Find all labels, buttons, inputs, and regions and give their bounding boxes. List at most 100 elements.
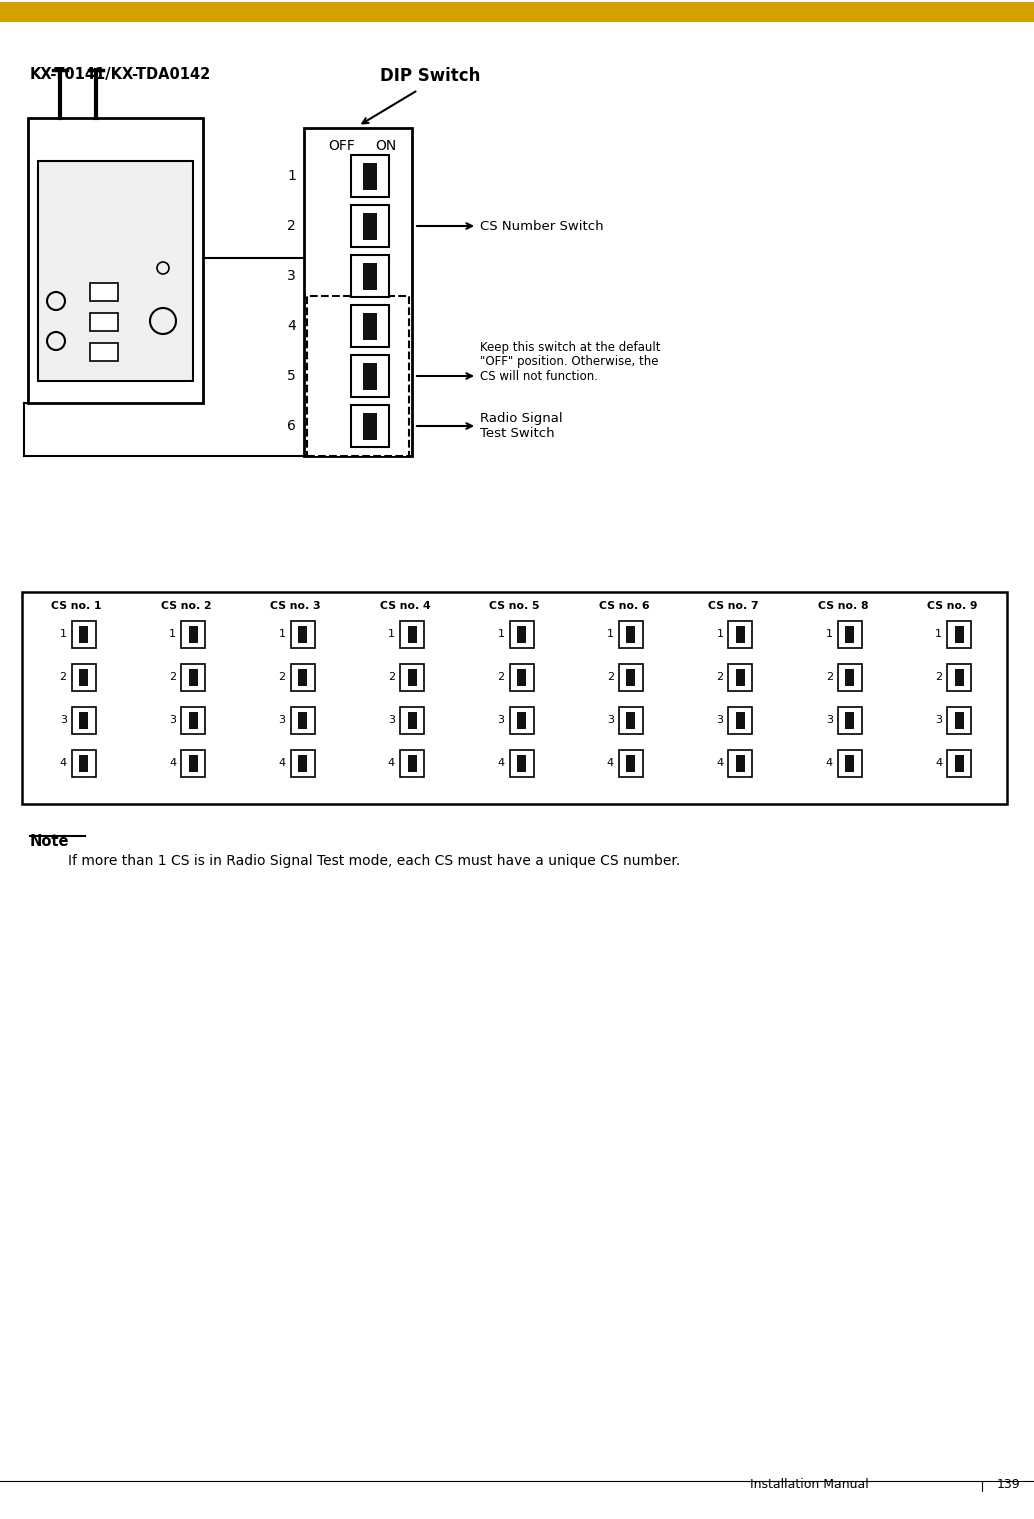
Text: CS no. 2: CS no. 2 <box>161 602 212 611</box>
Bar <box>28 118 203 403</box>
Bar <box>363 413 377 439</box>
Text: KX-T0141/KX-TDA0142: KX-T0141/KX-TDA0142 <box>30 67 211 82</box>
Bar <box>619 620 643 647</box>
Bar <box>728 620 753 647</box>
Bar <box>307 296 409 456</box>
Bar <box>838 664 861 691</box>
Bar <box>291 706 314 734</box>
Bar <box>181 664 205 691</box>
Text: CS no. 1: CS no. 1 <box>52 602 102 611</box>
Bar <box>517 626 526 643</box>
Text: 3: 3 <box>60 715 67 725</box>
Bar <box>181 706 205 734</box>
Text: 3: 3 <box>717 715 724 725</box>
Bar <box>188 668 197 685</box>
Bar <box>517 755 526 772</box>
Bar <box>291 749 314 776</box>
Bar <box>363 163 377 190</box>
Bar <box>838 706 861 734</box>
Bar <box>181 620 205 647</box>
Text: 2: 2 <box>169 671 176 682</box>
Text: 3: 3 <box>170 715 176 725</box>
Bar <box>407 711 417 729</box>
Bar <box>298 711 307 729</box>
Bar <box>947 664 971 691</box>
Text: 2: 2 <box>388 671 395 682</box>
Text: 2: 2 <box>607 671 614 682</box>
Text: 4: 4 <box>388 758 395 769</box>
Bar <box>407 668 417 685</box>
Bar <box>736 668 744 685</box>
Bar <box>407 626 417 643</box>
Text: 3: 3 <box>388 715 395 725</box>
Text: 3: 3 <box>826 715 832 725</box>
Bar <box>728 749 753 776</box>
Text: 1: 1 <box>388 629 395 639</box>
Text: 1: 1 <box>607 629 614 639</box>
Text: 1: 1 <box>287 169 296 182</box>
Bar <box>517 711 526 729</box>
Text: 139: 139 <box>996 1478 1020 1492</box>
Bar <box>846 626 854 643</box>
Bar <box>351 205 389 248</box>
Bar <box>838 620 861 647</box>
Bar <box>627 668 636 685</box>
Bar <box>510 620 534 647</box>
Bar <box>736 755 744 772</box>
Bar <box>0 2 1034 21</box>
Text: 3: 3 <box>278 715 285 725</box>
Text: 2: 2 <box>717 671 724 682</box>
Bar <box>351 305 389 346</box>
Text: 2: 2 <box>826 671 832 682</box>
Text: 1: 1 <box>936 629 942 639</box>
Bar <box>510 706 534 734</box>
Text: 4: 4 <box>287 319 296 333</box>
Bar <box>619 749 643 776</box>
Text: 4: 4 <box>607 758 614 769</box>
Bar <box>90 343 118 362</box>
Bar <box>400 620 424 647</box>
Bar <box>619 706 643 734</box>
Text: Installation Manual: Installation Manual <box>750 1478 869 1492</box>
Bar <box>627 755 636 772</box>
Text: CS no. 6: CS no. 6 <box>599 602 649 611</box>
Bar <box>846 711 854 729</box>
Bar <box>954 668 964 685</box>
Bar <box>351 355 389 396</box>
Bar <box>22 592 1007 804</box>
Text: CS no. 3: CS no. 3 <box>270 602 321 611</box>
Text: 4: 4 <box>169 758 176 769</box>
Bar <box>363 213 377 240</box>
Bar <box>947 749 971 776</box>
Bar <box>400 749 424 776</box>
Bar <box>71 749 96 776</box>
Text: CS no. 7: CS no. 7 <box>708 602 759 611</box>
Text: 4: 4 <box>60 758 67 769</box>
Text: 6: 6 <box>287 419 296 433</box>
Text: CS Number Switch: CS Number Switch <box>480 220 604 232</box>
Bar <box>80 668 88 685</box>
Bar <box>510 749 534 776</box>
Bar <box>298 755 307 772</box>
Text: 5: 5 <box>287 369 296 383</box>
Bar <box>736 626 744 643</box>
Bar <box>304 128 412 456</box>
Bar <box>298 626 307 643</box>
Bar <box>351 406 389 447</box>
Text: 2: 2 <box>497 671 505 682</box>
Text: If more than 1 CS is in Radio Signal Test mode, each CS must have a unique CS nu: If more than 1 CS is in Radio Signal Tes… <box>68 854 680 867</box>
Text: 4: 4 <box>497 758 505 769</box>
Text: 2: 2 <box>60 671 67 682</box>
Bar <box>71 706 96 734</box>
Text: 3: 3 <box>287 269 296 283</box>
Text: 2: 2 <box>287 219 296 232</box>
Bar <box>736 711 744 729</box>
Text: CS no. 8: CS no. 8 <box>818 602 869 611</box>
Bar <box>954 711 964 729</box>
Bar <box>181 749 205 776</box>
Bar <box>90 283 118 301</box>
Bar <box>298 668 307 685</box>
Text: 1: 1 <box>497 629 505 639</box>
Bar <box>363 313 377 340</box>
Bar <box>188 755 197 772</box>
